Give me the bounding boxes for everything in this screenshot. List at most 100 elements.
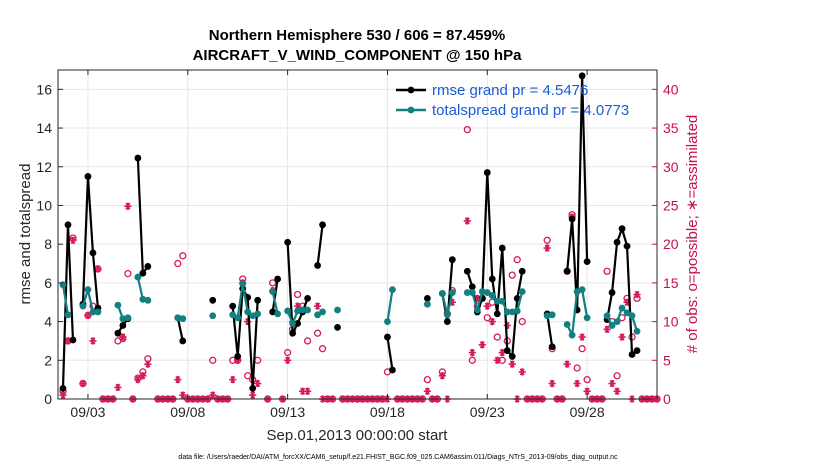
series-point-1 (568, 215, 576, 223)
grid-lines (58, 70, 657, 400)
obs-assimilated-marker (59, 391, 67, 399)
series-point-1 (294, 320, 301, 327)
obs-possible-marker (603, 267, 611, 275)
series-line-1 (271, 278, 279, 313)
series-point-1 (423, 294, 431, 302)
series-point-2 (134, 273, 142, 281)
x-tick-label: 09/18 (370, 404, 405, 420)
series-point-1 (84, 173, 92, 180)
obs-assimilated-marker (254, 379, 262, 388)
y-right-tick-label: 40 (663, 81, 679, 97)
series-line-2 (271, 291, 279, 315)
series-point-2 (179, 315, 187, 323)
obs-assimilated-marker (603, 325, 611, 333)
obs-assimilated-marker (89, 337, 97, 345)
series-point-1 (503, 347, 511, 355)
obs-assimilated-marker (583, 387, 591, 395)
y-axis-label: rmse and totalspread (17, 164, 34, 305)
series-point-1 (498, 244, 506, 252)
obs-possible-marker (209, 356, 217, 364)
series-point-2 (209, 312, 217, 320)
series-point-2 (488, 292, 496, 299)
y-tick-label: 6 (44, 275, 52, 291)
series-point-2 (234, 314, 242, 322)
series-line-2 (61, 284, 70, 315)
series-point-1 (334, 323, 341, 331)
series-point-1 (508, 353, 516, 360)
series-point-2 (438, 290, 446, 297)
series-point-1 (618, 225, 626, 233)
series-point-1 (548, 343, 556, 351)
y-tick-label: 2 (44, 352, 52, 368)
series-point-1 (583, 258, 591, 265)
series-point-2 (334, 306, 341, 314)
series-point-1 (633, 347, 641, 355)
series-point-2 (79, 302, 87, 310)
series-point-2 (389, 286, 396, 294)
obs-possible-marker (463, 125, 471, 134)
series-point-2 (89, 308, 97, 316)
obs-assimilated-marker (229, 376, 237, 384)
legend-marker-1 (407, 86, 415, 94)
obs-assimilated-marker (548, 379, 556, 388)
series-point-1 (488, 275, 496, 283)
obs-assimilated-marker (119, 333, 127, 341)
obs-assimilated-marker (313, 302, 322, 310)
obs-assimilated-marker (573, 379, 581, 388)
series-point-1 (518, 267, 526, 275)
obs-assimilated-marker (303, 387, 312, 395)
series-point-2 (284, 307, 292, 315)
series-point-2 (473, 306, 481, 314)
x-axis-label: Sep.01,2013 00:00:00 start (267, 427, 449, 444)
obs-possible-marker (513, 256, 521, 264)
obs-assimilated-marker (144, 360, 152, 368)
obs-possible-marker (423, 375, 432, 384)
obs-possible-marker (573, 364, 581, 372)
series-point-2 (269, 288, 277, 295)
obs-assimilated-marker (463, 217, 471, 225)
obs-assimilated-marker (493, 356, 501, 364)
series-point-2 (64, 311, 72, 319)
series-point-2 (448, 289, 456, 296)
y-axis-label-right: # of obs: o=possible; ∗=assimilated (684, 115, 701, 354)
series-point-2 (563, 321, 571, 328)
x-tick-label: 09/08 (170, 404, 205, 420)
series-point-2 (463, 289, 471, 296)
series-point-2 (144, 296, 152, 304)
obs-assimilated-marker (139, 372, 147, 380)
legend-label-1: rmse grand pr = 4.5476 (432, 82, 588, 99)
obs-possible-marker (483, 314, 491, 322)
series-point-2 (384, 318, 391, 325)
series-lines (59, 72, 641, 392)
series-point-1 (134, 154, 142, 162)
series-point-1 (249, 384, 257, 392)
series-point-1 (448, 256, 456, 264)
legend: rmse grand pr = 4.5476 totalspread grand … (396, 82, 629, 119)
series-point-1 (119, 322, 127, 329)
series-point-1 (289, 329, 297, 337)
series-point-1 (229, 302, 237, 310)
obs-possible-marker (268, 279, 277, 287)
series-line-1 (386, 336, 394, 371)
obs-assimilated-marker (488, 317, 496, 326)
series-point-2 (84, 286, 92, 294)
series-point-2 (254, 310, 262, 318)
y-right-tick-label: 15 (663, 275, 679, 291)
series-point-2 (468, 289, 476, 296)
y-tick-label: 14 (36, 120, 52, 136)
obs-possible-marker (508, 271, 516, 279)
series-point-1 (59, 384, 67, 392)
obs-possible-marker (468, 356, 476, 364)
obs-assimilated-marker (578, 333, 586, 341)
obs-assimilated-marker (249, 391, 257, 399)
series-point-2 (483, 289, 491, 296)
series-point-1 (483, 169, 491, 176)
obs-possible-marker (578, 345, 586, 353)
obs-assimilated-marker (478, 341, 486, 349)
series-point-2 (498, 297, 506, 305)
series-point-1 (69, 336, 77, 344)
series-point-1 (319, 221, 326, 229)
obs-possible-marker (613, 372, 621, 380)
series-point-2 (319, 308, 326, 316)
